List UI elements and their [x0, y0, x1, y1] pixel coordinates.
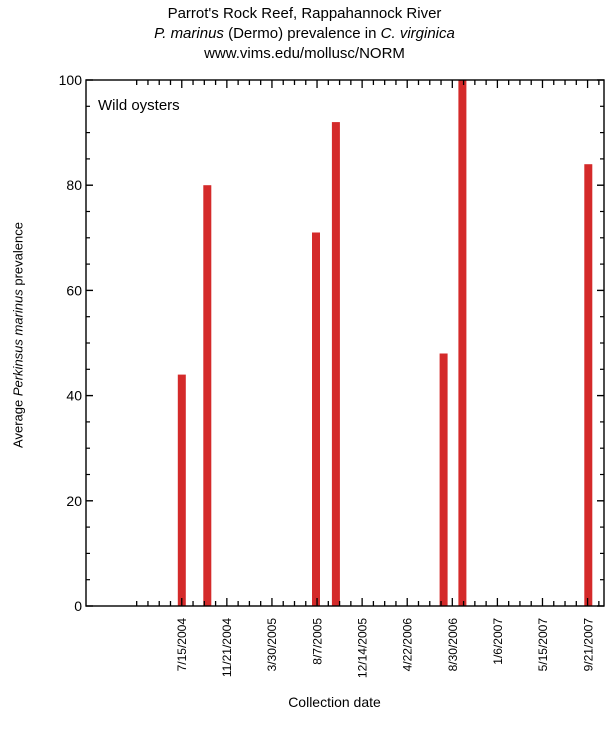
y-tick-label-5: 100	[59, 72, 83, 88]
subtitle-middle: (Dermo) prevalence in	[223, 25, 381, 42]
chart-subtitle: P. marinus (Dermo) prevalence in C. virg…	[0, 24, 609, 44]
x-tick-label-9: 9/21/2007	[581, 618, 595, 672]
x-tick-label-6: 8/30/2006	[446, 618, 460, 672]
bar-2	[203, 185, 212, 606]
x-tick-label-8: 5/15/2007	[536, 618, 550, 672]
y-tick-label-1: 20	[66, 493, 82, 509]
chart-title-block: Parrot's Rock Reef, Rappahannock River P…	[0, 4, 609, 64]
bar-5	[439, 353, 448, 606]
y-axis-label-post: prevalence	[10, 222, 26, 290]
y-tick-label-3: 60	[66, 282, 82, 298]
x-tick-label-0: 7/15/2004	[175, 618, 189, 672]
y-axis-label-species: Perkinsus marinus	[10, 289, 26, 397]
chart-url: www.vims.edu/mollusc/NORM	[204, 45, 405, 62]
x-axis-label: Collection date	[288, 694, 381, 710]
y-tick-label-0: 0	[74, 598, 82, 614]
x-tick-label-7: 1/6/2007	[491, 618, 505, 665]
x-tick-label-1: 11/21/2004	[220, 618, 234, 677]
x-tick-label-5: 4/22/2006	[401, 618, 415, 672]
plot-frame	[85, 79, 605, 607]
subtitle-species-1: P. marinus	[154, 25, 224, 42]
subtitle-species-2: C. virginica	[380, 25, 455, 42]
y-axis-label: Average Perkinsus marinus prevalence	[6, 175, 30, 495]
y-axis-label-pre: Average	[10, 396, 26, 448]
x-tick-label-2: 3/30/2005	[265, 618, 279, 672]
bar-6	[458, 80, 467, 606]
y-tick-label-2: 40	[66, 388, 82, 404]
bar-1	[177, 374, 186, 606]
bar-7	[584, 164, 593, 606]
y-axis-label-text: Average Perkinsus marinus prevalence	[11, 222, 26, 448]
chart-title: Parrot's Rock Reef, Rappahannock River	[167, 5, 442, 22]
bar-4	[331, 122, 340, 606]
x-tick-label-4: 12/14/2005	[356, 618, 370, 678]
wild-oysters-annotation: Wild oysters	[98, 97, 180, 114]
y-tick-label-4: 80	[66, 177, 82, 193]
x-tick-label-3: 8/7/2005	[310, 618, 324, 665]
bar-3	[312, 232, 320, 606]
